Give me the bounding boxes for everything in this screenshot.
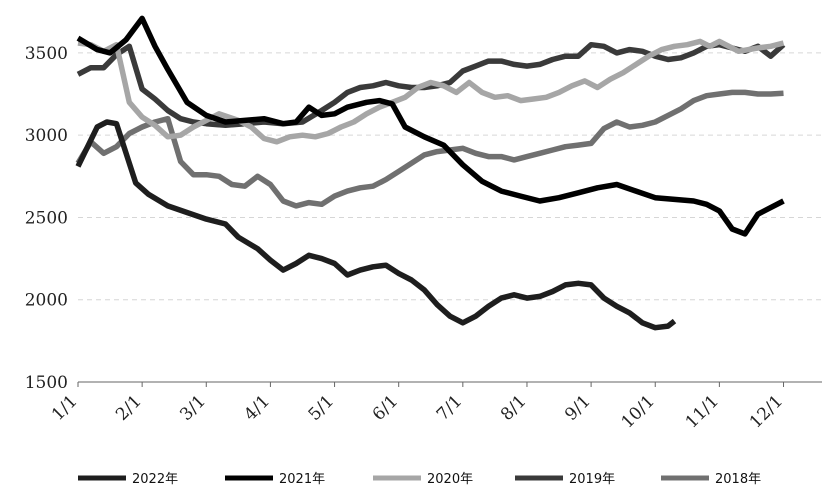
legend: 2022年 2021年 2020年 2019年 2018年 [78, 472, 761, 487]
x-tick-label: 1/1 [48, 391, 81, 424]
legend-label: 2021年 [279, 472, 325, 487]
legend-label: 2020年 [427, 472, 473, 487]
x-tick-label: 12/1 [746, 391, 787, 432]
series-line-2019年 [76, 41, 786, 129]
y-tick-label: 3000 [25, 126, 68, 146]
legend-label: 2018年 [715, 472, 761, 487]
y-tick-label: 2000 [25, 291, 68, 311]
x-tick-label: 11/1 [682, 391, 723, 432]
x-tick-labels: 1/1 2/1 3/1 4/1 5/1 6/1 7/1 8/1 9/1 10/1 11/1 12/1 [48, 382, 787, 433]
x-tick-label: 4/1 [240, 391, 273, 424]
y-tick-label: 3500 [25, 44, 68, 64]
y-tick-labels: 1500 2000 2500 3000 3500 [25, 44, 68, 393]
x-tick-label: 6/1 [369, 391, 402, 424]
x-tick-label: 2/1 [112, 391, 145, 424]
series-line-2022年 [75, 119, 677, 331]
legend-label: 2019年 [569, 472, 615, 487]
x-tick-label: 5/1 [305, 391, 338, 424]
x-tick-label: 7/1 [433, 391, 466, 424]
x-tick-label: 10/1 [618, 391, 659, 432]
y-tick-label: 1500 [25, 373, 68, 393]
x-tick-label: 9/1 [561, 391, 594, 424]
x-tick-label: 8/1 [497, 391, 530, 424]
y-tick-label: 2500 [25, 208, 68, 228]
series-line-2020年 [77, 38, 785, 145]
series-line-2021年 [76, 15, 785, 237]
series-line-2018年 [75, 89, 784, 209]
x-tick-label: 3/1 [176, 391, 209, 424]
series-lines [75, 15, 786, 331]
grid-lines [78, 52, 822, 301]
legend-label: 2022年 [132, 472, 178, 487]
